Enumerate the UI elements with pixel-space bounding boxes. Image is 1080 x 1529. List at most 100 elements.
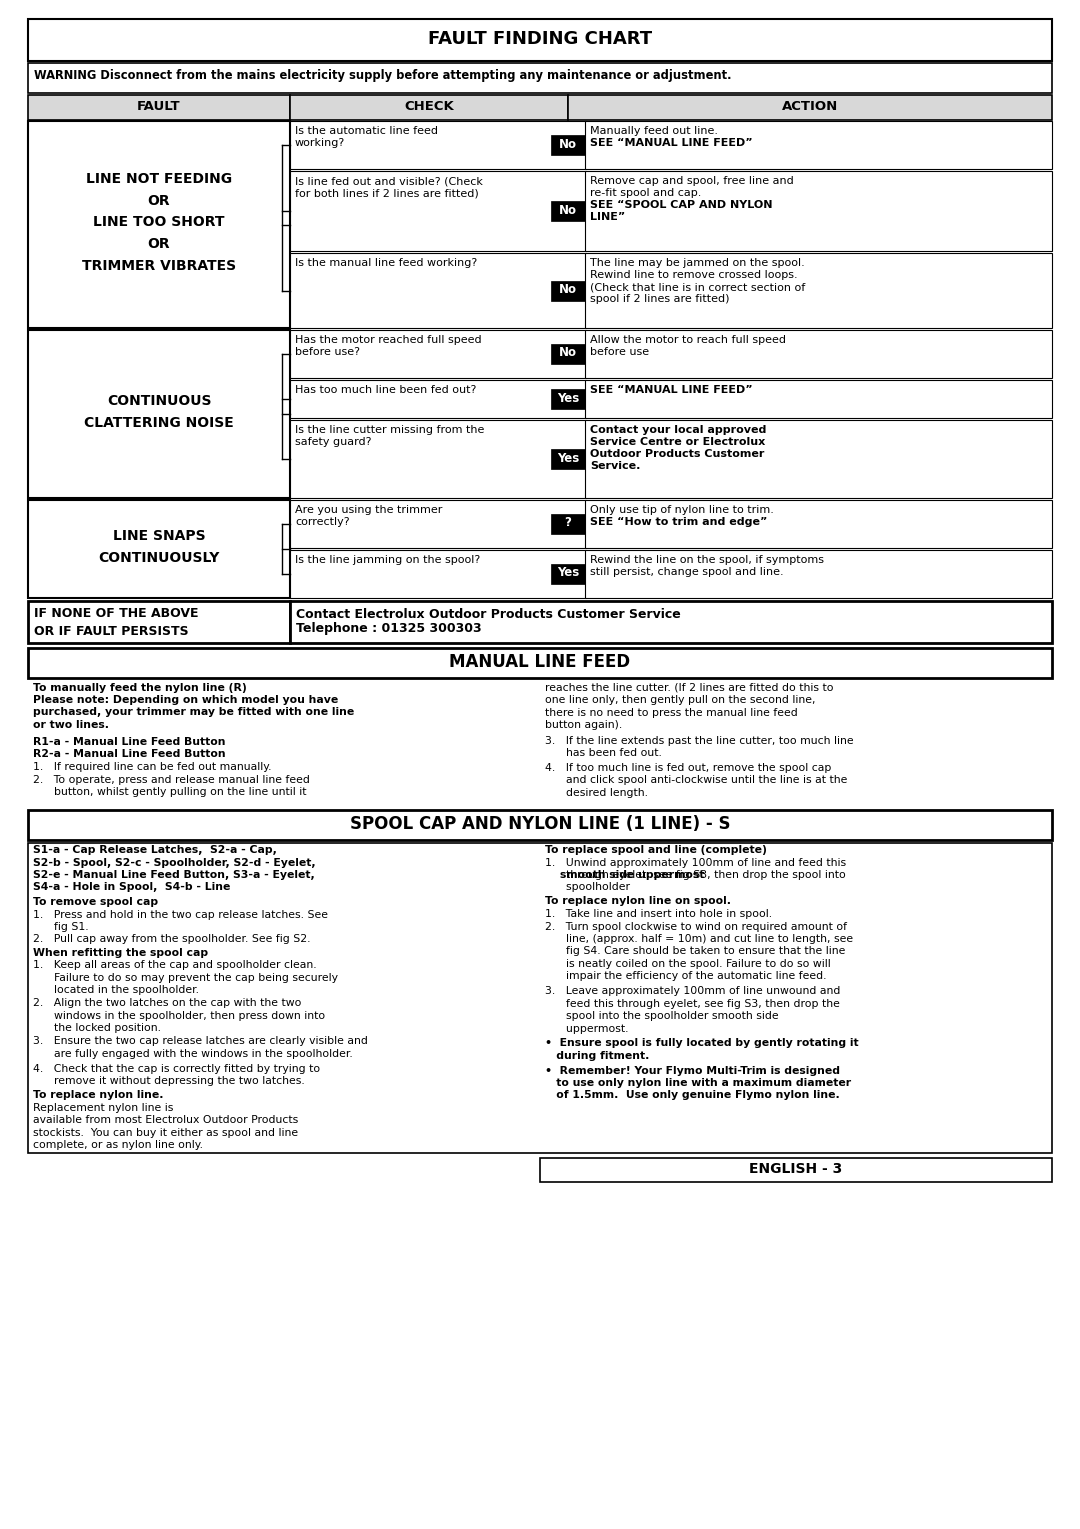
Text: S2-e - Manual Line Feed Button, S3-a - Eyelet,: S2-e - Manual Line Feed Button, S3-a - E… [33,870,314,881]
Bar [551,564,585,584]
Text: SEE “How to trim and edge”: SEE “How to trim and edge” [590,517,768,528]
Bar [28,63,1052,93]
Text: 1.   Take line and insert into hole in spool.: 1. Take line and insert into hole in spo… [545,910,772,919]
Text: Has the motor reached full speed
before use?: Has the motor reached full speed before … [295,335,482,356]
Bar [28,18,1052,61]
Text: To manually feed the nylon line (R): To manually feed the nylon line (R) [33,683,246,693]
Text: still persist, change spool and line.: still persist, change spool and line. [590,567,784,576]
Text: Is the automatic line feed
working?: Is the automatic line feed working? [295,125,438,148]
Text: Outdoor Products Customer: Outdoor Products Customer [590,450,765,459]
Text: Yes: Yes [557,567,579,579]
Text: LINE SNAPS
CONTINUOUSLY: LINE SNAPS CONTINUOUSLY [98,529,219,564]
Bar [585,550,1052,598]
Text: No: No [559,347,577,359]
Text: FAULT FINDING CHART: FAULT FINDING CHART [428,31,652,47]
Bar [585,500,1052,547]
Text: spool if 2 lines are fitted): spool if 2 lines are fitted) [590,294,729,304]
Text: 4.   If too much line is fed out, remove the spool cap
      and click spool ant: 4. If too much line is fed out, remove t… [545,763,848,798]
Bar [551,344,585,364]
Text: To replace nylon line.: To replace nylon line. [33,1090,163,1101]
Text: Yes: Yes [557,451,579,465]
Text: Rewind line to remove crossed loops.: Rewind line to remove crossed loops. [590,271,798,280]
Text: 2.   To operate, press and release manual line feed
      button, whilst gently : 2. To operate, press and release manual … [33,775,310,798]
Text: Is the manual line feed working?: Is the manual line feed working? [295,258,477,268]
Text: To replace spool and line (complete): To replace spool and line (complete) [545,846,767,855]
Bar [551,450,585,469]
Bar [551,388,585,408]
Bar [585,420,1052,498]
Text: Rewind the line on the spool, if symptoms: Rewind the line on the spool, if symptom… [590,555,824,566]
Text: Is line fed out and visible? (Check
for both lines if 2 lines are fitted): Is line fed out and visible? (Check for … [295,176,483,197]
Text: 1.   Press and hold in the two cap release latches. See
      fig S1.: 1. Press and hold in the two cap release… [33,910,328,931]
Text: Telephone : 01325 300303: Telephone : 01325 300303 [296,622,482,635]
Text: 2.   Pull cap away from the spoolholder. See fig S2.: 2. Pull cap away from the spoolholder. S… [33,934,311,945]
Bar [291,171,586,251]
Text: No: No [559,138,577,150]
Bar [551,514,585,534]
Text: No: No [559,203,577,217]
Text: Is the line jamming on the spool?: Is the line jamming on the spool? [295,555,481,566]
Text: Remove cap and spool, free line and: Remove cap and spool, free line and [590,176,794,187]
Text: R1-a - Manual Line Feed Button: R1-a - Manual Line Feed Button [33,737,226,748]
Text: 1.   Keep all areas of the cap and spoolholder clean.
      Failure to do so may: 1. Keep all areas of the cap and spoolho… [33,960,338,995]
Bar [291,121,586,170]
Text: Only use tip of nylon line to trim.: Only use tip of nylon line to trim. [590,505,774,515]
Text: IF NONE OF THE ABOVE
OR IF FAULT PERSISTS: IF NONE OF THE ABOVE OR IF FAULT PERSIST… [33,607,199,638]
Text: Manually feed out line.: Manually feed out line. [590,125,718,136]
Text: smooth side uppermost: smooth side uppermost [561,870,704,881]
Bar [585,171,1052,251]
Text: S2-b - Spool, S2-c - Spoolholder, S2-d - Eyelet,: S2-b - Spool, S2-c - Spoolholder, S2-d -… [33,858,315,867]
Text: No: No [559,283,577,297]
Text: Contact your local approved: Contact your local approved [590,425,767,434]
Bar [28,648,1052,677]
Bar [585,121,1052,170]
Bar [291,95,568,119]
Text: ACTION: ACTION [782,99,838,113]
Text: Replacement nylon line is
available from most Electrolux Outdoor Products
stocki: Replacement nylon line is available from… [33,1102,298,1150]
Text: Has too much line been fed out?: Has too much line been fed out? [295,385,476,394]
Text: 2.   Align the two latches on the cap with the two
      windows in the spoolhol: 2. Align the two latches on the cap with… [33,998,325,1034]
Bar [291,252,586,329]
Bar [551,135,585,154]
Text: To replace nylon line on spool.: To replace nylon line on spool. [545,896,731,907]
Text: 1.   Unwind approximately 100mm of line and feed this
      through eyelet, see : 1. Unwind approximately 100mm of line an… [545,858,846,893]
Text: Contact Electrolux Outdoor Products Customer Service: Contact Electrolux Outdoor Products Cust… [296,609,680,621]
Text: before use: before use [590,347,649,356]
Bar [28,810,1052,839]
Bar [291,550,586,598]
Text: SEE “SPOOL CAP AND NYLON: SEE “SPOOL CAP AND NYLON [590,200,772,209]
Bar [28,330,291,498]
Text: Please note: Depending on which model you have
purchased, your trimmer may be fi: Please note: Depending on which model yo… [33,696,354,729]
Text: MANUAL LINE FEED: MANUAL LINE FEED [449,653,631,671]
Text: 2.   Turn spool clockwise to wind on required amount of
      line, (approx. hal: 2. Turn spool clockwise to wind on requi… [545,922,853,982]
Text: •  Remember! Your Flymo Multi-Trim is designed
   to use only nylon line with a : • Remember! Your Flymo Multi-Trim is des… [545,1066,851,1101]
Text: reaches the line cutter. (If 2 lines are fitted do this to
one line only, then g: reaches the line cutter. (If 2 lines are… [545,683,834,731]
Text: To remove spool cap: To remove spool cap [33,898,158,907]
Text: WARNING Disconnect from the mains electricity supply before attempting any maint: WARNING Disconnect from the mains electr… [33,69,731,83]
Text: CHECK: CHECK [404,99,454,113]
Text: •  Ensure spool is fully located by gently rotating it
   during fitment.: • Ensure spool is fully located by gentl… [545,1038,859,1061]
Bar [291,420,586,498]
Text: SPOOL CAP AND NYLON LINE (1 LINE) - S: SPOOL CAP AND NYLON LINE (1 LINE) - S [350,815,730,833]
Bar [28,842,1052,1153]
Text: 3.   If the line extends past the line cutter, too much line
      has been fed : 3. If the line extends past the line cut… [545,735,853,758]
Text: re-fit spool and cap.: re-fit spool and cap. [590,188,701,197]
Bar [585,252,1052,329]
Text: 1.   If required line can be fed out manually.: 1. If required line can be fed out manua… [33,761,271,772]
Text: Service.: Service. [590,462,640,471]
Bar [291,601,1052,644]
Text: SEE “MANUAL LINE FEED”: SEE “MANUAL LINE FEED” [590,385,753,394]
Text: Are you using the trimmer
correctly?: Are you using the trimmer correctly? [295,505,443,528]
Bar [28,500,291,598]
Text: R2-a - Manual Line Feed Button: R2-a - Manual Line Feed Button [33,749,226,758]
Bar [551,200,585,222]
Bar [551,280,585,301]
Text: 4.   Check that the cap is correctly fitted by trying to
      remove it without: 4. Check that the cap is correctly fitte… [33,1064,320,1086]
Text: 3.   Leave approximately 100mm of line unwound and
      feed this through eyele: 3. Leave approximately 100mm of line unw… [545,986,840,1034]
Text: FAULT: FAULT [137,99,180,113]
Bar [291,500,586,547]
Text: Is the line cutter missing from the
safety guard?: Is the line cutter missing from the safe… [295,425,484,446]
Bar [585,330,1052,378]
Text: LINE”: LINE” [590,213,625,222]
Bar [568,95,1052,119]
